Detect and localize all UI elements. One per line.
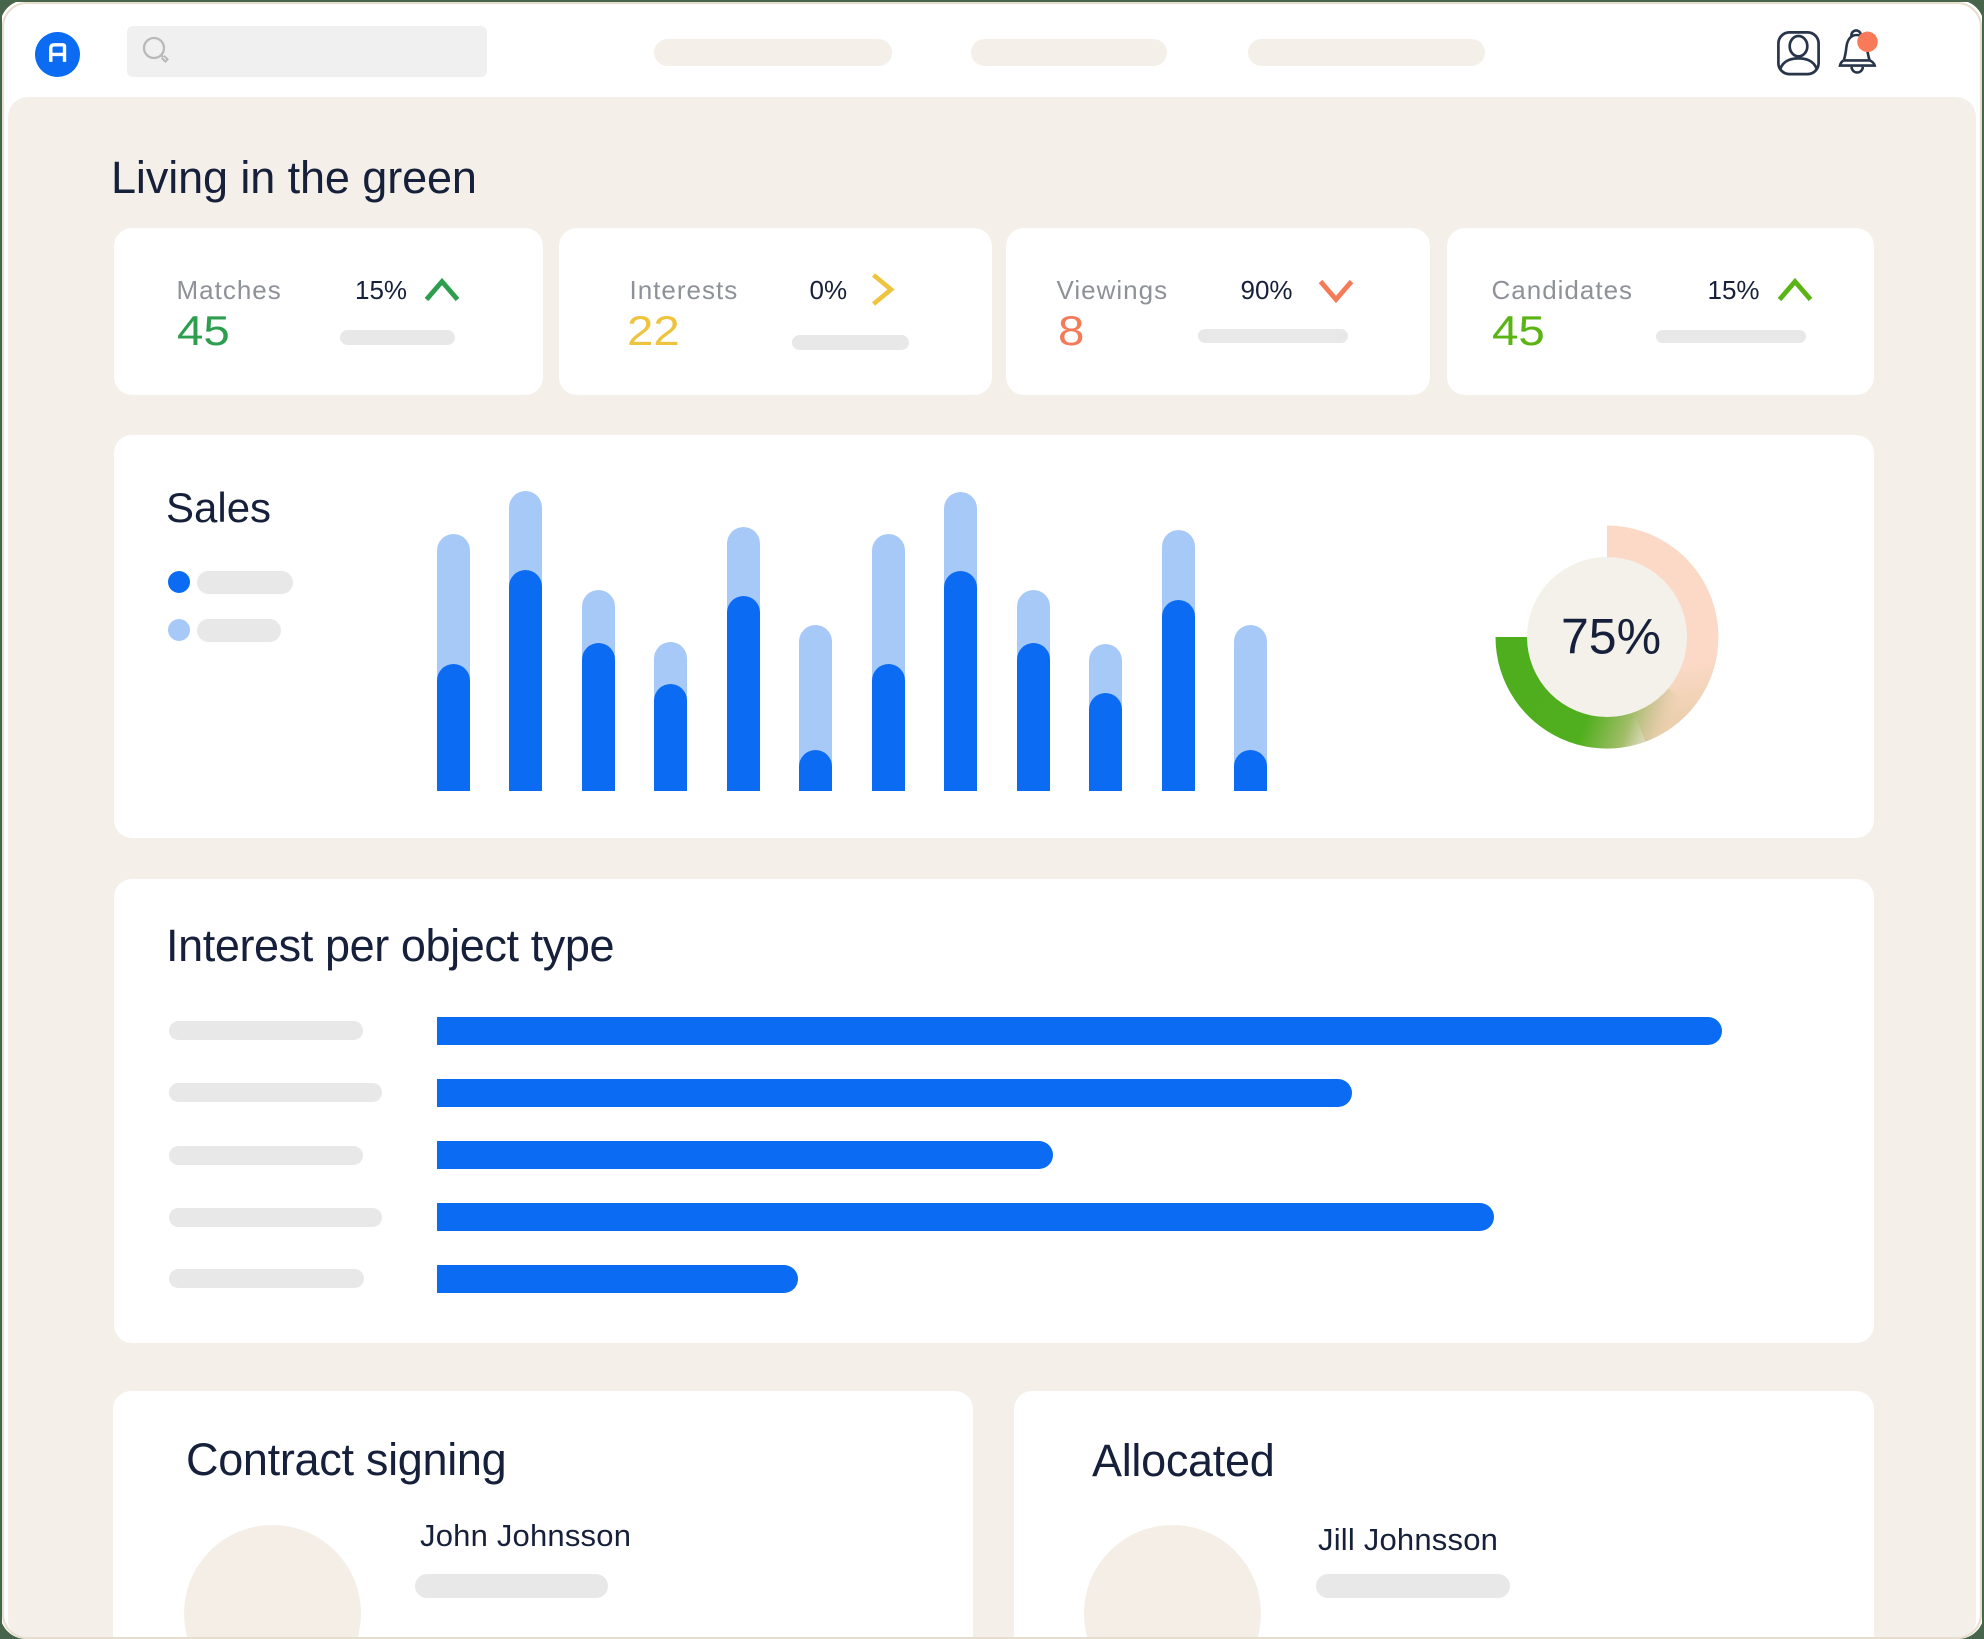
svg-text:75%: 75%: [1561, 609, 1661, 665]
